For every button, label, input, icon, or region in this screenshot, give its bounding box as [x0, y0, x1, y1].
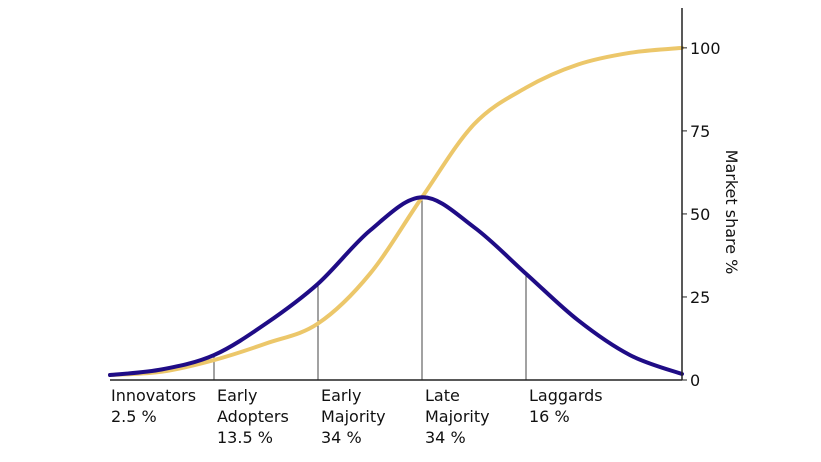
segment-label-line: 34 %: [321, 428, 362, 447]
segment-label: Early Adopters 13.5 %: [217, 386, 289, 447]
segment-label-line: Majority: [425, 407, 490, 426]
segment-label: Innovators 2.5 %: [111, 386, 196, 426]
y-tick-label: 25: [690, 288, 710, 307]
segment-labels: Innovators 2.5 % Early Adopters 13.5 % Early M…: [111, 386, 603, 447]
segment-label: Early Majority 34 %: [321, 386, 386, 447]
y-tick-label: 100: [690, 39, 721, 58]
segment-label-line: Adopters: [217, 407, 289, 426]
segment-label-line: Early: [217, 386, 257, 405]
segment-label-line: Early: [321, 386, 361, 405]
y-tick-label: 0: [690, 371, 700, 390]
y-axis-ticks: 0 25 50 75 100: [682, 39, 721, 390]
y-axis-title: Market share %: [722, 150, 741, 275]
segment-label-line: 16 %: [529, 407, 570, 426]
y-tick-label: 50: [690, 205, 710, 224]
segment-dividers: [213, 197, 527, 380]
segment-label: Laggards 16 %: [529, 386, 603, 426]
segment-label-line: 34 %: [425, 428, 466, 447]
segment-label-line: 2.5 %: [111, 407, 157, 426]
segment-label-line: Majority: [321, 407, 386, 426]
y-tick-label: 75: [690, 122, 710, 141]
segment-label-line: 13.5 %: [217, 428, 273, 447]
segment-label-line: Late: [425, 386, 460, 405]
segment-label: Late Majority 34 %: [425, 386, 490, 447]
segment-label-line: Laggards: [529, 386, 603, 405]
adoption-bell-curve: [108, 195, 684, 377]
segment-label-line: Innovators: [111, 386, 196, 405]
cumulative-market-share-curve: [108, 45, 684, 377]
